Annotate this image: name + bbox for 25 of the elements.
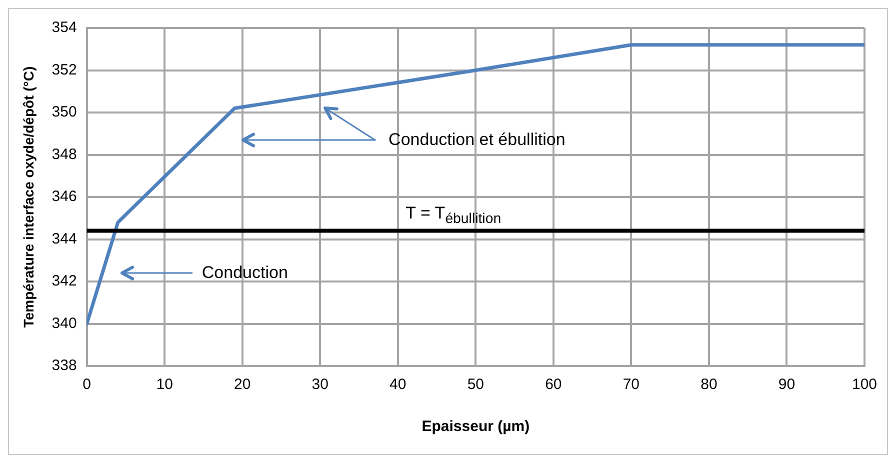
annotation: Conduction: [202, 263, 288, 284]
y-tick-label: 350: [52, 104, 77, 121]
x-tick-label: 40: [390, 376, 406, 394]
y-tick-label: 352: [52, 61, 77, 78]
x-tick-label: 100: [852, 376, 877, 394]
x-tick-label: 20: [234, 376, 251, 394]
ref-line-label: T = T$_{ébullition}$: [406, 203, 502, 227]
y-tick-label: 348: [52, 146, 77, 163]
x-tick-label: 80: [700, 376, 718, 394]
y-tick-label: 338: [52, 357, 77, 374]
x-tick-label: 70: [622, 376, 640, 394]
y-tick-label: 344: [52, 230, 77, 248]
x-tick-label: 30: [312, 376, 328, 394]
x-tick-label: 60: [545, 376, 562, 394]
x-axis-title: Epaisseur (µm): [422, 418, 530, 436]
y-axis-title: Température interface oxyde/dépôt (°C): [20, 66, 36, 328]
annotation: Conduction et ébullition: [388, 130, 566, 150]
y-tick-label: 346: [52, 188, 77, 206]
x-tick-label: 90: [778, 376, 796, 394]
y-tick-label: 340: [52, 314, 77, 332]
x-tick-label: 10: [156, 376, 173, 394]
x-tick-label: 0: [82, 376, 91, 394]
y-tick-label: 342: [52, 272, 77, 290]
y-tick-label: 354: [52, 19, 77, 36]
x-tick-label: 50: [467, 376, 484, 394]
